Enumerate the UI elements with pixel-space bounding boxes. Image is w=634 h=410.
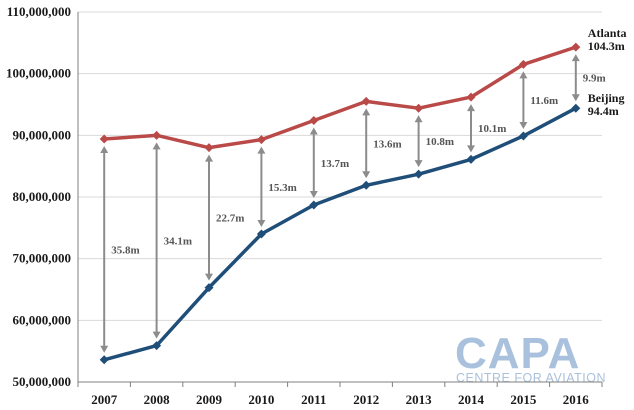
arrow-head-down (257, 220, 266, 227)
series-atlanta (99, 42, 581, 153)
arrow-head-down (205, 273, 213, 281)
x-tick-label: 2015 (510, 392, 537, 407)
logo-main-text: CAPA (455, 329, 580, 378)
difference-label: 13.6m (373, 138, 401, 150)
data-point (518, 59, 528, 69)
arrow-head-up (571, 54, 580, 62)
y-tick-label: 110,000,000 (7, 4, 71, 19)
difference-arrow (362, 108, 371, 179)
data-point (414, 169, 424, 179)
difference-label: 34.1m (164, 235, 192, 247)
x-tick-label: 2011 (301, 392, 326, 407)
difference-label: 35.8m (111, 244, 139, 256)
capa-logo: CAPA CENTRE FOR AVIATION (455, 329, 606, 385)
arrow-head-down (571, 94, 580, 102)
difference-label: 22.7m (216, 213, 244, 225)
arrow-head-down (414, 160, 423, 168)
difference-label: 9.9m (583, 73, 606, 85)
y-tick-label: 100,000,000 (6, 66, 71, 81)
difference-arrow (467, 104, 475, 153)
arrow-head-down (519, 121, 528, 129)
difference-label: 13.7m (321, 158, 349, 170)
data-point (518, 131, 528, 141)
arrow-head-up (205, 154, 213, 162)
labels: 50,000,000 60,000,000 70,000,000 80,000,000… (6, 4, 626, 407)
difference-arrow (205, 154, 213, 281)
y-tick-label: 50,000,000 (13, 374, 72, 389)
x-tick-label: 2016 (563, 392, 590, 407)
arrow-head-up (152, 142, 161, 150)
difference-label: 11.6m (530, 95, 558, 107)
arrow-head-down (362, 171, 371, 179)
y-tick-label: 70,000,000 (13, 251, 72, 266)
y-tick-label: 90,000,000 (13, 127, 72, 142)
series-end-value-label: 94.4m (588, 104, 619, 118)
data-point (414, 103, 424, 113)
data-point (256, 229, 266, 239)
series-lines (99, 42, 581, 365)
difference-label: 10.8m (426, 136, 454, 148)
data-point (204, 283, 214, 293)
difference-arrows (100, 54, 580, 353)
arrow-head-up (100, 146, 109, 154)
x-tick-label: 2007 (91, 392, 118, 407)
data-point (571, 42, 581, 52)
difference-arrow (414, 115, 423, 168)
data-point (571, 103, 581, 113)
data-point (204, 143, 214, 153)
arrow-head-up (309, 127, 318, 135)
difference-label: 10.1m (478, 123, 506, 135)
logo-sub-text: CENTRE FOR AVIATION (456, 371, 606, 385)
series-beijing (99, 103, 581, 365)
data-point (152, 341, 162, 351)
data-point (256, 135, 266, 145)
difference-arrow (100, 146, 109, 353)
data-point (361, 96, 371, 106)
data-point (466, 154, 476, 164)
series-name-label: Atlanta (588, 26, 627, 40)
arrow-head-up (362, 108, 371, 116)
y-tick-label: 80,000,000 (13, 189, 72, 204)
x-tick-label: 2009 (196, 392, 223, 407)
data-point (361, 180, 371, 190)
series-end-value-label: 104.3m (588, 39, 625, 53)
x-tick-label: 2012 (353, 392, 379, 407)
difference-arrow (571, 54, 580, 102)
arrow-head-up (414, 115, 423, 123)
arrow-head-up (257, 146, 266, 154)
data-point (466, 92, 476, 102)
data-point (99, 134, 109, 144)
arrow-head-down (100, 345, 109, 353)
difference-arrow (257, 146, 266, 227)
x-tick-label: 2013 (406, 392, 433, 407)
difference-arrow (152, 142, 161, 339)
difference-arrow (519, 71, 528, 129)
data-point (99, 355, 109, 365)
difference-label: 15.3m (268, 182, 296, 194)
axes (77, 12, 603, 387)
data-point (309, 116, 319, 126)
arrow-head-down (309, 191, 318, 199)
x-tick-label: 2008 (144, 392, 171, 407)
difference-arrow (309, 127, 318, 199)
data-point (152, 130, 162, 140)
arrow-head-up (467, 104, 475, 112)
series-line (103, 106, 577, 362)
series-line (104, 45, 577, 150)
data-point (309, 200, 319, 210)
arrow-head-down (467, 145, 475, 153)
x-tick-label: 2014 (458, 392, 485, 407)
arrow-head-up (519, 71, 528, 79)
x-tick-label: 2010 (248, 392, 274, 407)
series-name-label: Beijing (588, 91, 625, 105)
y-tick-label: 60,000,000 (13, 312, 72, 327)
arrow-head-down (152, 331, 161, 339)
